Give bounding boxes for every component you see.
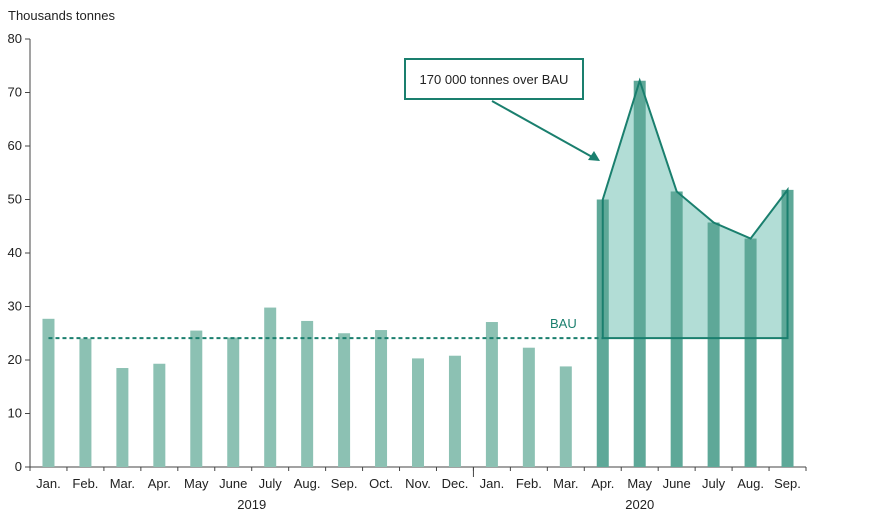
bar <box>301 320 314 467</box>
y-tick-label: 60 <box>8 138 22 153</box>
bar <box>670 191 683 467</box>
annotation-arrow-line <box>491 100 595 159</box>
x-tick-label: Apr. <box>148 476 171 491</box>
bar <box>79 338 92 467</box>
excess-area-outline <box>601 77 789 340</box>
bar <box>707 222 720 467</box>
y-tick-label: 50 <box>8 192 22 207</box>
x-tick-label: May <box>184 476 209 491</box>
x-tick-label: Mar. <box>553 476 578 491</box>
x-tick-label: Sep. <box>774 476 801 491</box>
bar <box>190 330 203 467</box>
y-tick-label: 80 <box>8 31 22 46</box>
bar <box>227 337 240 467</box>
bar <box>485 322 498 467</box>
y-tick-label: 20 <box>8 352 22 367</box>
x-tick-label: Sep. <box>331 476 358 491</box>
x-tick-label: Aug. <box>737 476 764 491</box>
bar <box>375 330 388 467</box>
x-tick-label: Dec. <box>442 476 469 491</box>
annotation-text: 170 000 tonnes over BAU <box>419 71 569 87</box>
x-tick-label: June <box>663 476 691 491</box>
x-tick-label: Apr. <box>591 476 614 491</box>
year-label: 2020 <box>625 497 654 512</box>
y-axis-title: Thousands tonnes <box>8 8 115 23</box>
x-tick-label: Mar. <box>110 476 135 491</box>
bar <box>412 358 424 467</box>
bar <box>264 307 277 467</box>
y-tick-label: 30 <box>8 299 22 314</box>
bar <box>744 238 757 467</box>
bar <box>338 333 351 467</box>
x-tick-label: Oct. <box>369 476 393 491</box>
bar <box>448 355 461 467</box>
x-tick-label: Aug. <box>294 476 321 491</box>
annotation-callout: 170 000 tonnes over BAU <box>404 58 584 100</box>
y-tick-label: 0 <box>15 459 22 474</box>
bar <box>153 363 166 467</box>
bar <box>559 366 572 467</box>
x-tick-label: June <box>219 476 247 491</box>
x-tick-label: Feb. <box>516 476 542 491</box>
x-tick-label: Feb. <box>72 476 98 491</box>
x-tick-label: July <box>702 476 726 491</box>
y-tick-label: 10 <box>8 406 22 421</box>
annotation-arrow-head <box>588 151 600 161</box>
x-tick-label: July <box>259 476 283 491</box>
x-tick-label: Jan. <box>480 476 505 491</box>
excess-area-fill <box>602 80 788 339</box>
x-tick-label: Nov. <box>405 476 431 491</box>
y-tick-label: 40 <box>8 245 22 260</box>
y-tick-label: 70 <box>8 85 22 100</box>
x-tick-label: May <box>627 476 652 491</box>
bar <box>116 368 129 467</box>
year-label: 2019 <box>237 497 266 512</box>
bar <box>522 347 535 467</box>
bar <box>633 80 646 467</box>
bar <box>42 318 55 467</box>
bau-label: BAU <box>550 316 577 331</box>
x-tick-label: Jan. <box>36 476 61 491</box>
